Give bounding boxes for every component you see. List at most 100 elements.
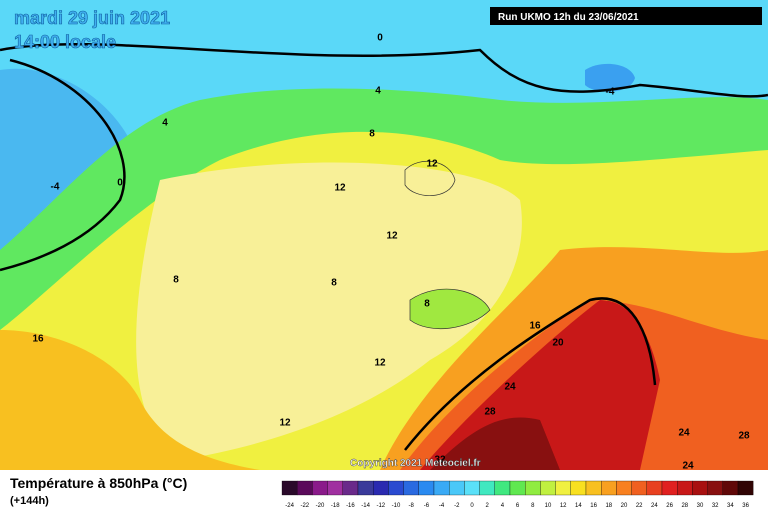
contour-label: 24 [504, 382, 516, 393]
colorbar-cell [464, 480, 480, 496]
colorbar-label: 22 [636, 503, 643, 509]
colorbar-label: 36 [742, 503, 749, 509]
colorbar-label: 32 [712, 503, 719, 509]
colorbar-cell [418, 480, 435, 496]
colorbar-label: 26 [666, 503, 673, 509]
colorbar-cell [433, 480, 450, 496]
colorbar-cell [449, 480, 465, 496]
contour-label: -4 [606, 87, 615, 98]
contour-label: 4 [375, 86, 381, 97]
contour [404, 297, 657, 451]
contour-label: 8 [369, 129, 375, 140]
colorbar-cell [312, 480, 328, 496]
colorbar-label: -20 [316, 503, 325, 509]
hot-zone [420, 300, 660, 470]
colorbar-cell [281, 480, 298, 496]
contour-label: -4 [51, 182, 60, 193]
colorbar-label: -18 [331, 503, 340, 509]
colorbar-cell [646, 480, 663, 496]
colorbar-cell [555, 480, 571, 496]
contour-label: 12 [374, 358, 386, 369]
contour-label: 8 [173, 275, 179, 286]
colorbar-label: 24 [651, 503, 658, 509]
colorbar-cell [585, 480, 602, 496]
colorbar-label: 20 [621, 503, 628, 509]
colorbar-label: 18 [605, 503, 612, 509]
contour [0, 58, 126, 272]
colorbar-label: 2 [486, 503, 490, 509]
colorbar-cell [388, 480, 404, 496]
colorbar-label: 14 [575, 503, 582, 509]
contour [0, 42, 768, 98]
colorbar-cell [403, 480, 419, 496]
colorbar-cell [525, 480, 541, 496]
colorbar-cell [722, 480, 739, 496]
colorbar-label: 6 [516, 503, 520, 509]
contour-label: 12 [386, 231, 398, 242]
contour-label: 24 [682, 461, 694, 472]
map-date: mardi 29 juin 2021 [14, 8, 170, 28]
cold-zone [585, 63, 635, 92]
colorbar-label: 10 [545, 503, 552, 509]
contour-label: 0 [117, 178, 123, 189]
colorbar-cell [707, 480, 723, 496]
colorbar-cell [509, 480, 526, 496]
contour-label: 4 [162, 118, 168, 129]
colorbar-label: 28 [681, 503, 688, 509]
colorbar-label: -12 [376, 503, 385, 509]
colorbar-cell [601, 480, 617, 496]
contour-label: 24 [678, 428, 690, 439]
warm-zone [136, 162, 522, 460]
colorbar-label: -2 [454, 503, 460, 509]
mild-zone [409, 288, 491, 330]
colorbar-cell [540, 480, 556, 496]
colorbar-label: -10 [392, 503, 401, 509]
colorbar-label: -8 [409, 503, 415, 509]
map-time: 14:00 locale [14, 32, 116, 52]
contour-label: 8 [424, 299, 430, 310]
colorbar-cell [692, 480, 708, 496]
contour-label: 28 [738, 431, 750, 442]
colorbar-cell [616, 480, 632, 496]
hot-zone [0, 330, 260, 470]
contour-label: 16 [529, 321, 541, 332]
map [0, 0, 768, 470]
contour-label: 8 [331, 278, 337, 289]
colorbar-cell [570, 480, 587, 496]
colorbar-label: 16 [590, 503, 597, 509]
colorbar-cell [737, 480, 754, 496]
colorbar-cell [327, 480, 343, 496]
colorbar-label: -24 [285, 503, 294, 509]
colorbar-label: -6 [424, 503, 430, 509]
colorbar-label: 34 [727, 503, 734, 509]
footer-lead: (+144h) [10, 495, 49, 507]
colorbar-cell [661, 480, 678, 496]
colorbar: -24 -22 -20 -18 -16 -14 -12 -10 -8 -6 -4 -2 0 2 4 6 8 10 1… [281, 480, 754, 509]
hot-zone [430, 417, 560, 470]
colorbar-label: 30 [697, 503, 704, 509]
contour-label: 12 [426, 159, 438, 170]
colorbar-label: -22 [300, 503, 309, 509]
colorbar-label: 4 [501, 503, 505, 509]
colorbar-label: -14 [361, 503, 370, 509]
colorbar-cell [494, 480, 511, 496]
contour-label: 0 [377, 33, 383, 44]
contour-label: 12 [279, 418, 291, 429]
colorbar-cell [342, 480, 359, 496]
contour-labels: 0 4 -4 4 8 12 12 -4 0 12 8 8 8 16 12 16 20 24 28 12 24 28 24 32 [32, 33, 750, 472]
colorbar-label: -16 [346, 503, 355, 509]
footer-title: Température à 850hPa (°C) [10, 475, 187, 491]
contour-label: 20 [552, 338, 564, 349]
contour-label: 32 [434, 455, 446, 466]
contour-label: 12 [334, 183, 346, 194]
colorbar-cell [631, 480, 647, 496]
colorbar-label: 0 [470, 503, 474, 509]
colorbar-label: 8 [531, 503, 535, 509]
colorbar-cell [357, 480, 374, 496]
contour-label: 16 [32, 334, 44, 345]
run-info: Run UKMO 12h du 23/06/2021 [498, 12, 639, 23]
copyright: Copyright 2021 Meteociel.fr [350, 458, 481, 469]
run-box [490, 7, 762, 25]
contour-label: 28 [484, 407, 496, 418]
